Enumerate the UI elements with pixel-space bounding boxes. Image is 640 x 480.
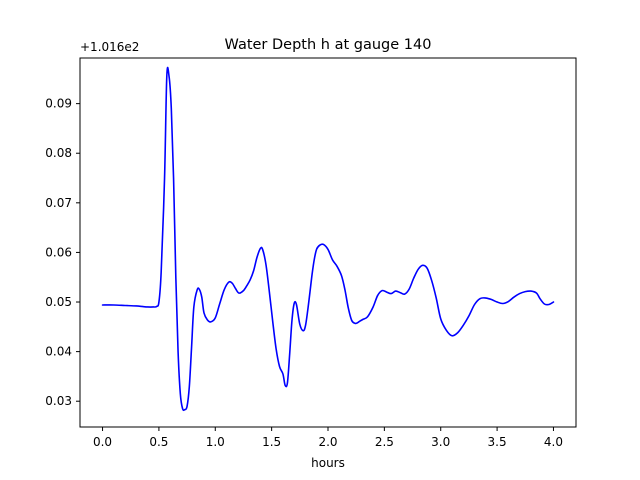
x-tick-label: 0.0: [93, 435, 112, 449]
y-axis: 0.03 0.04 0.05 0.06 0.07 0.08 0.09: [45, 97, 80, 408]
x-tick-label: 2.0: [318, 435, 337, 449]
y-offset-label: +1.016e2: [80, 40, 139, 54]
y-tick-label: 0.06: [45, 245, 72, 259]
y-tick-label: 0.09: [45, 97, 72, 111]
y-tick-label: 0.08: [45, 146, 72, 160]
x-tick-label: 4.0: [544, 435, 563, 449]
x-tick-label: 2.5: [375, 435, 394, 449]
chart-title: Water Depth h at gauge 140: [225, 37, 432, 53]
y-tick-label: 0.04: [45, 345, 72, 359]
x-tick-label: 3.5: [488, 435, 507, 449]
x-tick-label: 1.0: [206, 435, 225, 449]
plot-frame: [79, 57, 577, 428]
x-tick-label: 1.5: [262, 435, 281, 449]
series-line: [101, 66, 555, 412]
y-tick-label: 0.07: [45, 196, 72, 210]
x-axis-label: hours: [311, 456, 345, 470]
series-layer: [101, 66, 555, 412]
y-tick-label: 0.03: [45, 394, 72, 408]
x-tick-label: 0.5: [149, 435, 168, 449]
y-tick-label: 0.05: [45, 295, 72, 309]
x-axis: 0.0 0.5 1.0 1.5 2.0 2.5 3.0 3.5 4.0: [93, 427, 563, 449]
x-tick-label: 3.0: [431, 435, 450, 449]
